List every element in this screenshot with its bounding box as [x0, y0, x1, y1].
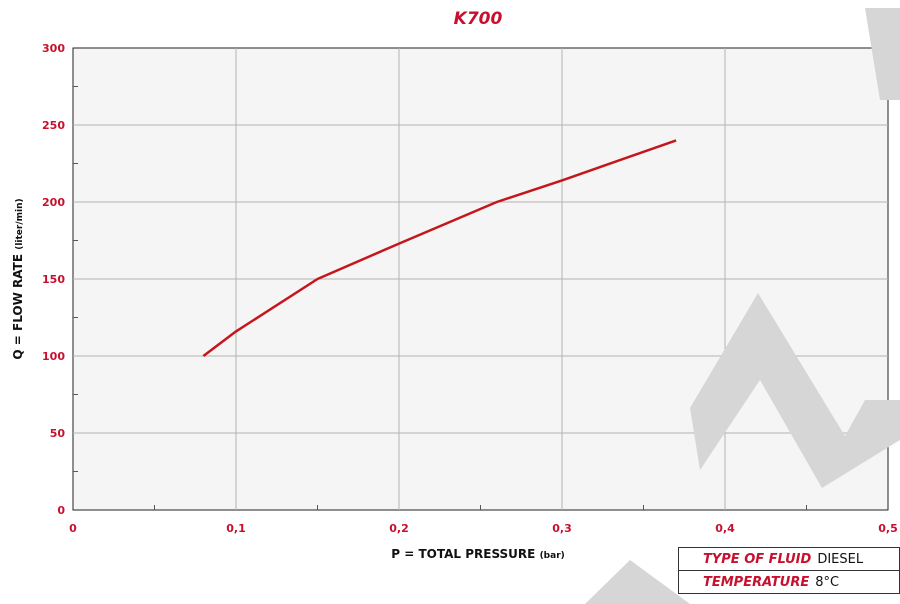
x-tick-label: 0,3: [552, 522, 572, 535]
temperature-key: TEMPERATURE: [703, 574, 810, 590]
x-tick-label: 0,5: [878, 522, 898, 535]
y-tick-label: 100: [42, 350, 65, 363]
y-tick-label: 150: [42, 273, 65, 286]
fluid-key: TYPE OF FLUID: [703, 551, 812, 567]
info-table: TYPE OF FLUID DIESEL TEMPERATURE 8°C: [678, 547, 900, 594]
y-axis-label: Q = FLOW RATE (liter/min): [11, 198, 25, 359]
watermark-stripe: [865, 8, 900, 100]
x-axis-unit: (bar): [540, 551, 565, 561]
fluid-value: DIESEL: [817, 551, 864, 567]
x-tick-label: 0: [69, 522, 77, 535]
watermark: [585, 8, 900, 604]
ticks: 0 0,1 0,2 0,3 0,4 0,5 0 50 100 150 200 250 300: [42, 42, 898, 535]
y-axis-unit: (liter/min): [15, 198, 25, 249]
temperature-cell: TEMPERATURE 8°C: [678, 570, 900, 594]
y-tick-label: 0: [57, 504, 65, 517]
x-tick-label: 0,2: [389, 522, 409, 535]
x-tick-label: 0,1: [226, 522, 246, 535]
chart-title: K700: [454, 9, 503, 29]
flow-rate-line: [202, 139, 677, 357]
x-axis-label-text: P = TOTAL PRESSURE: [391, 547, 535, 561]
x-axis-label: P = TOTAL PRESSURE (bar): [391, 547, 565, 561]
y-axis-label-text: Q = FLOW RATE: [11, 254, 25, 360]
temperature-row: TEMPERATURE 8°C: [678, 570, 900, 594]
y-tick-label: 250: [42, 119, 65, 132]
y-tick-label: 50: [50, 427, 66, 440]
y-tick-label: 200: [42, 196, 65, 209]
x-tick-label: 0,4: [715, 522, 735, 535]
temperature-value: 8°C: [815, 574, 840, 590]
series: [202, 139, 677, 357]
fluid-cell: TYPE OF FLUID DIESEL: [678, 547, 900, 571]
fluid-row: TYPE OF FLUID DIESEL: [678, 547, 900, 571]
watermark-stripe: [585, 560, 690, 604]
watermark-z-shape: [690, 293, 900, 488]
y-tick-label: 300: [42, 42, 65, 55]
